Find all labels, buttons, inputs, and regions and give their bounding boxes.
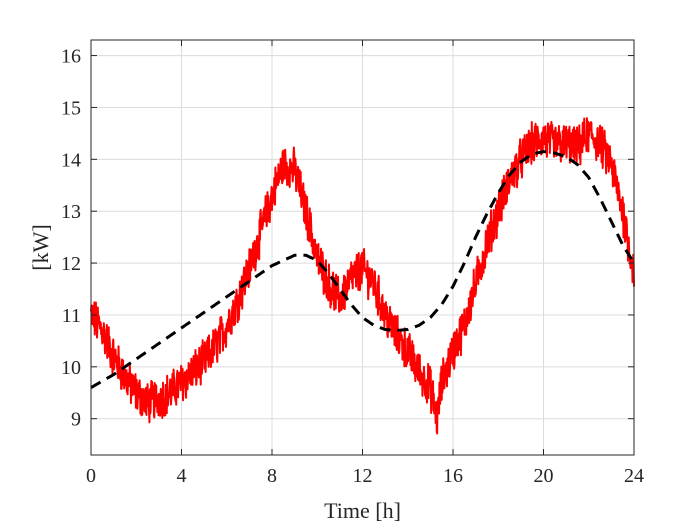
x-tick-label: 24	[624, 465, 644, 487]
tick-labels: 0 4 8 12 16 20 24 9 10 11 12 13 14 15 16	[61, 46, 644, 487]
y-tick-label: 16	[61, 46, 81, 68]
series-line-solid	[90, 117, 635, 435]
grid	[90, 40, 635, 455]
x-tick-label: 12	[353, 465, 373, 487]
y-tick-label: 12	[61, 253, 81, 275]
y-tick-label: 9	[71, 409, 81, 431]
ticks	[90, 40, 635, 455]
series-line-dashed	[90, 150, 636, 389]
x-tick-label: 16	[443, 465, 463, 487]
x-axis-label: Time [h]	[324, 498, 401, 523]
series-layer	[90, 117, 636, 435]
x-tick-label: 4	[177, 465, 187, 487]
y-tick-label: 14	[61, 149, 81, 171]
y-tick-label: 13	[61, 201, 81, 223]
y-tick-label: 15	[61, 97, 81, 119]
y-tick-label: 10	[61, 357, 81, 379]
x-tick-label: 0	[86, 465, 96, 487]
x-tick-label: 20	[534, 465, 554, 487]
x-tick-label: 8	[267, 465, 277, 487]
y-tick-label: 11	[62, 305, 81, 327]
y-axis-label: [kW]	[28, 224, 53, 270]
